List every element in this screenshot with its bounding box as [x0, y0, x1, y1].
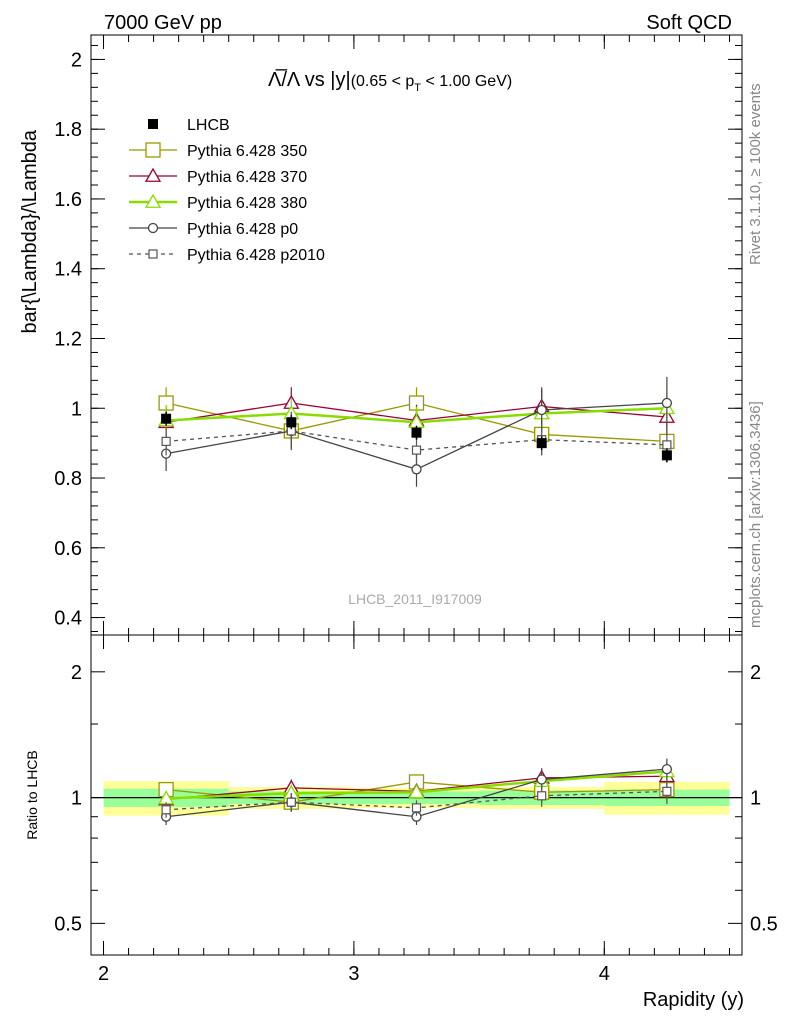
legend-marker: [144, 167, 162, 182]
ratio-point: [662, 786, 672, 796]
legend-label: Pythia 6.428 p0: [187, 221, 298, 238]
ratio-panel-frame: [90, 634, 743, 956]
ratio-point: [536, 774, 547, 785]
ratio-axis-ticks: 0.5 0.5 1 1 2 2 2 3 4: [54, 635, 778, 985]
data-point: [161, 413, 172, 424]
x-tick-label: 4: [599, 963, 610, 985]
ratio-y-tick-label: 2: [71, 662, 82, 684]
y-tick-label: 1.8: [54, 119, 82, 141]
data-point: [286, 417, 297, 428]
y-tick-label: 1.2: [54, 328, 82, 350]
ratio-y-tick-label-right: 0.5: [750, 913, 778, 935]
analysis-watermark: LHCB_2011_I917009: [348, 591, 482, 607]
main-series-group: [157, 376, 676, 487]
data-point: [661, 450, 672, 461]
y-tick-label: 1.6: [54, 189, 82, 211]
legend-label: LHCB: [187, 117, 230, 134]
ratio-point: [661, 763, 673, 775]
legend-label: Pythia 6.428 370: [187, 169, 307, 186]
x-axis-label: Rapidity (y): [643, 989, 744, 1011]
ratio-y-tick-label-right: 1: [750, 788, 761, 810]
legend-marker: [145, 142, 161, 158]
data-point: [662, 440, 672, 450]
data-point: [161, 436, 171, 446]
data-point: [536, 438, 547, 449]
ratio-y-axis-label: Ratio to LHCB: [24, 750, 40, 839]
legend-marker: [148, 249, 158, 259]
y-tick-label: 0.4: [54, 608, 82, 630]
ratio-panel: Ratio to LHCB Rapidity (y) 0.5 0.5 1 1 2 2 2 3 4: [24, 634, 778, 1011]
data-point: [411, 464, 422, 475]
data-point: [411, 445, 422, 455]
y-tick-label: 0.8: [54, 468, 82, 490]
y-tick-label: 0.6: [54, 538, 82, 560]
rivet-version-label: Rivet 3.1.10, ≥ 100k events: [747, 83, 764, 265]
header-category: Soft QCD: [646, 12, 732, 34]
series-line: [166, 430, 667, 451]
main-panel: Λ̅/Λ vs |y|(0.65 < pT < 1.00 GeV) bar{\L…: [19, 34, 743, 636]
header-process: 7000 GeV pp: [104, 12, 222, 34]
x-tick-label: 3: [348, 963, 359, 985]
data-point: [411, 427, 422, 438]
data-point: [661, 397, 673, 409]
y-tick-label: 1: [71, 398, 82, 420]
ratio-point: [286, 797, 296, 807]
legend-label: Pythia 6.428 350: [187, 143, 307, 160]
y-axis-label: bar{\Lambda}/\Lambda: [19, 129, 41, 333]
ratio-y-tick-label-right: 2: [750, 662, 761, 684]
x-tick-label: 2: [98, 963, 109, 985]
legend-marker: [144, 193, 162, 208]
y-tick-label: 2: [71, 49, 82, 71]
ratio-point: [411, 803, 422, 813]
legend-label: Pythia 6.428 380: [187, 195, 307, 212]
data-point: [536, 404, 547, 416]
ratio-point: [161, 805, 171, 815]
ratio-y-tick-label: 0.5: [54, 913, 82, 935]
ratio-point: [537, 791, 547, 801]
main-panel-title: Λ̅/Λ vs |y|(0.65 < pT < 1.00 GeV): [268, 68, 512, 94]
ratio-y-tick-label: 1: [71, 788, 82, 810]
y-tick-label: 1.4: [54, 259, 82, 281]
main-y-axis-ticks: 0.4 0.6 0.8 1 1.2 1.4 1.6 1.8 2: [54, 35, 742, 635]
ratio-series-group: [157, 758, 676, 825]
legend-label: Pythia 6.428 p2010: [187, 247, 325, 264]
legend-marker: [147, 222, 159, 234]
legend: LHCB Pythia 6.428 350 Pythia 6.428 370 Pyth…: [129, 117, 325, 264]
legend-marker-data: [148, 119, 158, 129]
mcplots-credit-label: mcplots.cern.ch [arXiv:1306.3436]: [747, 401, 764, 628]
ratio-point: [408, 783, 425, 799]
